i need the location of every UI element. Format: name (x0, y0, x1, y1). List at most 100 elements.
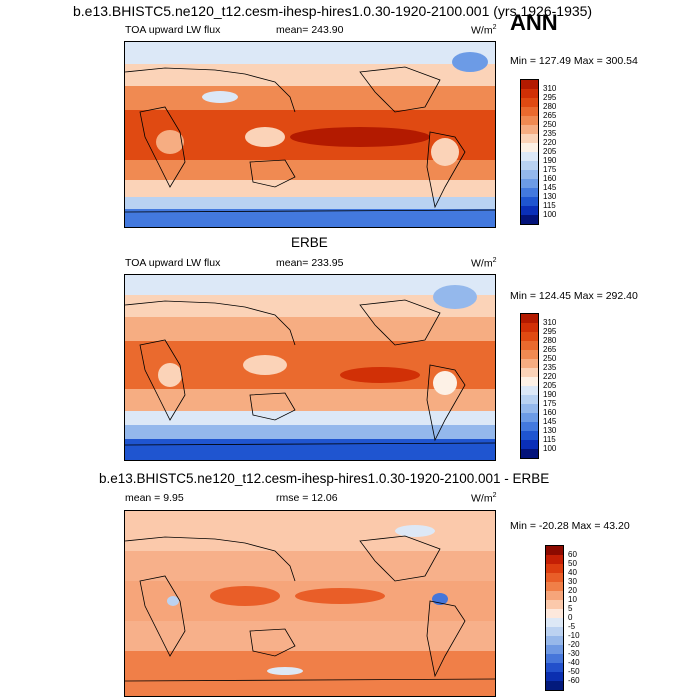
panel1-units-exp: 2 (492, 24, 497, 31)
panel2-mean: mean= 233.95 (276, 257, 343, 269)
panel2-coastlines (125, 299, 495, 446)
panel1-colorbar-tick-label: 175 (543, 165, 557, 174)
panel2-units-base: W/m (471, 257, 493, 270)
panel1-colorbar-swatch (521, 206, 538, 215)
panel1-variable: TOA upward LW flux (125, 24, 221, 36)
panel1-colorbar-swatch (521, 98, 538, 107)
panel3-diff-neg-north (395, 525, 435, 537)
panel2-colorbar-swatch (521, 413, 538, 422)
panel1-colorbar-swatch (521, 107, 538, 116)
panel3-mean-label: mean = (125, 492, 161, 504)
panel3-colorbar-tick-label: 10 (568, 595, 577, 604)
panel3-colorbar-tick-label: -50 (568, 667, 580, 676)
panel2-colorbar-tick-label: 130 (543, 426, 557, 435)
panel1-tibet-cold (202, 91, 238, 103)
panel2-amazon-convection (433, 371, 457, 395)
panel2-map-svg (125, 275, 495, 460)
panel2-colorbar-tick-label: 100 (543, 444, 557, 453)
panel1-colorbar-tick-label: 235 (543, 129, 557, 138)
panel1-colorbar-tick-label: 310 (543, 84, 557, 93)
panel1-colorbar-swatch (521, 152, 538, 161)
panel3-band-north (125, 511, 495, 551)
panel3-colorbar-swatch (546, 546, 563, 555)
panel1-africa-convection (156, 130, 184, 154)
panel1-colorbar-swatch (521, 80, 538, 89)
panel2-colorbar-tick-label: 235 (543, 363, 557, 372)
panel3-map-svg (125, 511, 495, 696)
panel3-rmse: rmse = 12.06 (276, 492, 338, 504)
panel3-colorbar-tick-label: 20 (568, 586, 577, 595)
panel3-minmax: Min = -20.28 Max = 43.20 (510, 520, 630, 532)
panel2-colorbar-tick-label: 310 (543, 318, 557, 327)
panel1-colorbar (520, 79, 539, 225)
panel3-colorbar-swatch (546, 654, 563, 663)
panel3-colorbar-tick-label: 0 (568, 613, 573, 622)
panel2-title: ERBE (291, 235, 328, 250)
panel2-colorbar-swatch (521, 377, 538, 386)
panel1-map (124, 41, 496, 228)
panel1-colorbar-tick-label: 130 (543, 192, 557, 201)
panel2-band-nsub (125, 317, 495, 341)
panel2-colorbar-tick-label: 175 (543, 399, 557, 408)
panel3-colorbar-swatch (546, 564, 563, 573)
panel3-colorbar-swatch (546, 636, 563, 645)
panel3-colorbar-tick-label: -10 (568, 631, 580, 640)
panel1-band-southern-ocean (125, 197, 495, 209)
panel3-mean: mean = 9.95 (125, 492, 184, 504)
panel1-colorbar-swatch (521, 170, 538, 179)
panel1-colorbar-tick-label: 115 (543, 201, 556, 210)
panel2-colorbar-swatch (521, 404, 538, 413)
panel1-colorbar-tick-label: 250 (543, 120, 557, 129)
panel2-colorbar-tick-label: 145 (543, 417, 557, 426)
panel2-colorbar-tick-label: 115 (543, 435, 556, 444)
panel1-colorbar-tick-label: 295 (543, 93, 557, 102)
panel1-band-ssub (125, 160, 495, 180)
panel2-indonesia-convection (243, 355, 287, 375)
panel3-colorbar-swatch (546, 573, 563, 582)
panel1-colorbar-tick-label: 220 (543, 138, 557, 147)
panel1-colorbar-swatch (521, 116, 538, 125)
panel3-units: W/m2 (471, 492, 496, 505)
panel3-diff-neg-africa (167, 596, 179, 606)
panel3-units-base: W/m (471, 492, 493, 505)
panel3-colorbar-tick-label: 50 (568, 559, 577, 568)
panel1-colorbar-swatches (521, 80, 538, 224)
panel2-colorbar-tick-label: 205 (543, 381, 557, 390)
panel1-colorbar-swatch (521, 125, 538, 134)
panel2-colorbar-swatch (521, 332, 538, 341)
panel2-colorbar-swatch (521, 449, 538, 458)
panel2-colorbar-swatch (521, 359, 538, 368)
panel2-colorbar-swatch (521, 431, 538, 440)
season-label: ANN (510, 10, 558, 35)
panel1-band-arctic (125, 42, 495, 64)
panel3-colorbar-tick-label: -40 (568, 658, 580, 667)
panel3-units-exp: 2 (492, 492, 497, 499)
panel2-colorbar (520, 313, 539, 459)
panel2-colorbar-tick-label: 190 (543, 390, 557, 399)
panel3-colorbar-swatch (546, 555, 563, 564)
panel3-colorbar-tick-label: 40 (568, 568, 577, 577)
panel3-colorbar-tick-label: -60 (568, 676, 580, 685)
panel1-mean-label: mean= (276, 24, 309, 36)
panel1-colorbar-tick-label: 265 (543, 111, 557, 120)
panel2-band-arctic (125, 275, 495, 295)
panel3-diff-maxeast (295, 588, 385, 604)
panel2-band-smid (125, 411, 495, 425)
panel1-colorbar-swatch (521, 89, 538, 98)
panel2-colorbar-swatch (521, 422, 538, 431)
panel3-colorbar-swatch (546, 627, 563, 636)
panel3-colorbar-swatch (546, 591, 563, 600)
panel2-units-exp: 2 (492, 257, 497, 264)
panel1-indonesia-convection (245, 127, 285, 147)
panel3-band-south (125, 651, 495, 696)
panel2-colorbar-tick-label: 265 (543, 345, 557, 354)
panel2-map (124, 274, 496, 461)
panel2-colorbar-swatches (521, 314, 538, 458)
panel3-diff-neg-southsea (267, 667, 303, 675)
panel2-mean-value: 233.95 (311, 257, 344, 269)
panel2-colorbar-swatch (521, 314, 538, 323)
panel2-mean-label: mean= (276, 257, 309, 269)
panel1-band-nmid (125, 64, 495, 86)
panel1-colorbar-tick-label: 160 (543, 174, 557, 183)
panel3-colorbar-labels: 60 50 40 30 20 10 5 0 -5 -10 -20 -30 -40 -50 -60 (568, 546, 608, 690)
